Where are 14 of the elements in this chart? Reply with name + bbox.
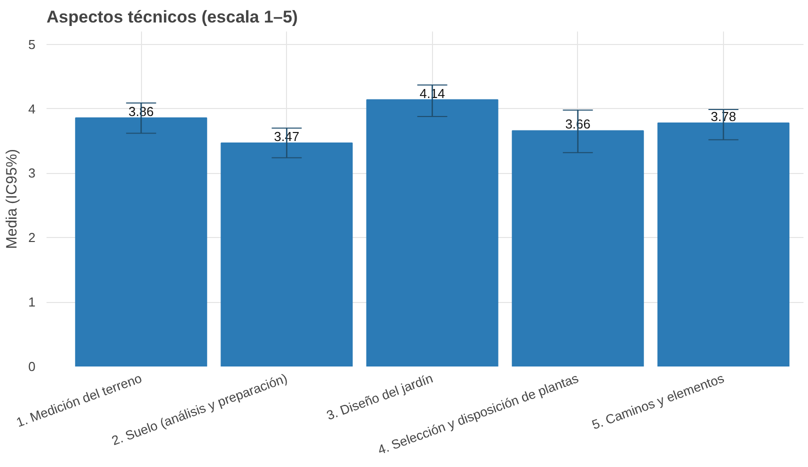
bar — [512, 130, 644, 366]
chart-title: Aspectos técnicos (escala 1–5) — [46, 8, 298, 26]
y-tick-label: 2 — [28, 230, 36, 246]
x-tick-label: 3. Diseño del jardín — [324, 370, 435, 423]
y-tick-label: 3 — [28, 166, 36, 181]
y-tick-label: 4 — [28, 101, 36, 116]
y-tick-label: 1 — [28, 294, 36, 310]
bar — [366, 99, 498, 366]
y-tick-label: 0 — [28, 359, 36, 374]
y-axis-title: Media (IC95%) — [3, 148, 20, 250]
bar — [657, 122, 790, 366]
y-tick-label: 5 — [28, 36, 36, 52]
bar — [220, 142, 353, 366]
bar — [75, 117, 208, 366]
